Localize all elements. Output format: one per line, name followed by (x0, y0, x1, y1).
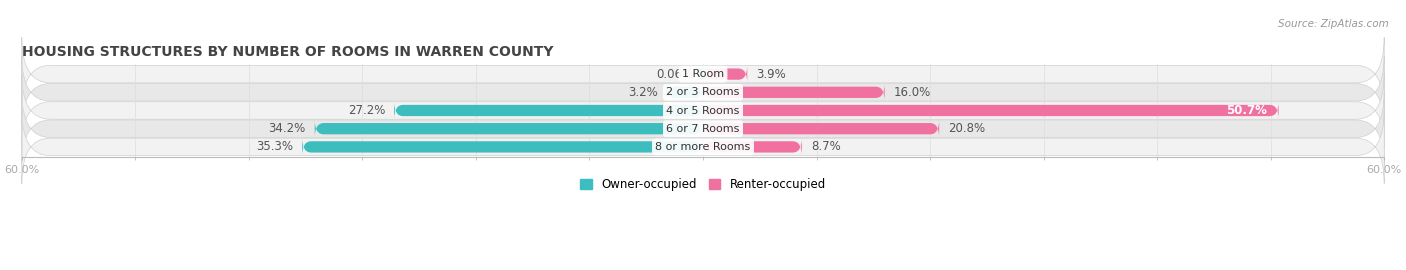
Text: 0.06%: 0.06% (657, 68, 693, 81)
FancyBboxPatch shape (703, 138, 801, 156)
Text: 8 or more Rooms: 8 or more Rooms (655, 142, 751, 152)
FancyBboxPatch shape (21, 110, 1385, 184)
FancyBboxPatch shape (703, 65, 747, 83)
Text: HOUSING STRUCTURES BY NUMBER OF ROOMS IN WARREN COUNTY: HOUSING STRUCTURES BY NUMBER OF ROOMS IN… (21, 45, 554, 59)
FancyBboxPatch shape (21, 92, 1385, 166)
FancyBboxPatch shape (21, 56, 1385, 129)
FancyBboxPatch shape (21, 74, 1385, 147)
Text: 20.8%: 20.8% (948, 122, 986, 135)
Text: 1 Room: 1 Room (682, 69, 724, 79)
Legend: Owner-occupied, Renter-occupied: Owner-occupied, Renter-occupied (575, 173, 831, 196)
FancyBboxPatch shape (302, 138, 703, 156)
Text: Source: ZipAtlas.com: Source: ZipAtlas.com (1278, 19, 1389, 29)
Text: 27.2%: 27.2% (347, 104, 385, 117)
FancyBboxPatch shape (21, 37, 1385, 111)
Text: 3.9%: 3.9% (756, 68, 786, 81)
FancyBboxPatch shape (394, 102, 703, 119)
Text: 50.7%: 50.7% (1226, 104, 1267, 117)
Text: 34.2%: 34.2% (269, 122, 305, 135)
FancyBboxPatch shape (703, 120, 939, 138)
FancyBboxPatch shape (703, 83, 884, 101)
Text: 16.0%: 16.0% (894, 86, 931, 99)
FancyBboxPatch shape (703, 102, 1278, 119)
Text: 3.2%: 3.2% (628, 86, 658, 99)
FancyBboxPatch shape (666, 83, 703, 101)
Text: 35.3%: 35.3% (256, 140, 292, 153)
Text: 8.7%: 8.7% (811, 140, 841, 153)
FancyBboxPatch shape (695, 65, 711, 83)
Text: 6 or 7 Rooms: 6 or 7 Rooms (666, 124, 740, 134)
Text: 4 or 5 Rooms: 4 or 5 Rooms (666, 106, 740, 116)
Text: 2 or 3 Rooms: 2 or 3 Rooms (666, 87, 740, 97)
FancyBboxPatch shape (315, 120, 703, 138)
